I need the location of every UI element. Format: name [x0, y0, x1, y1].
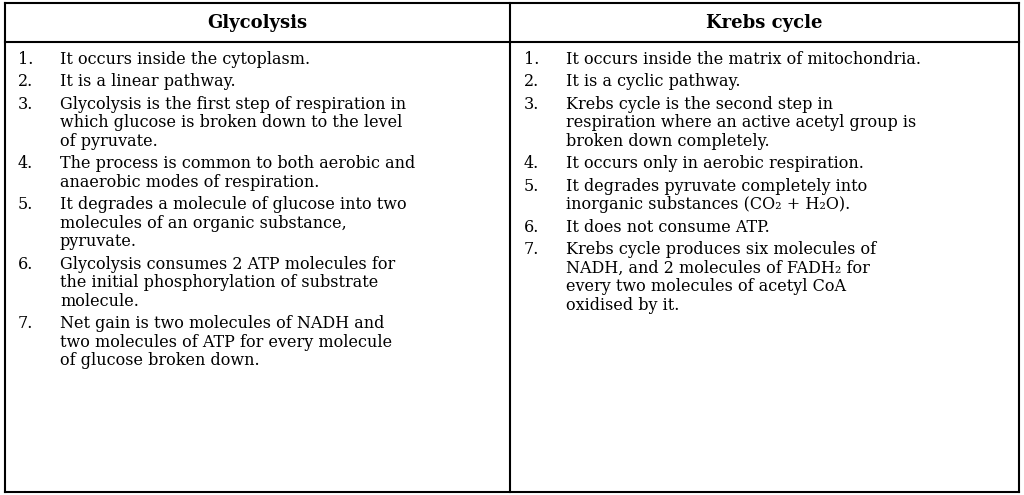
Text: Krebs cycle is the second step in: Krebs cycle is the second step in [566, 96, 833, 113]
Text: 5.: 5. [18, 196, 34, 213]
Text: NADH, and 2 molecules of FADH₂ for: NADH, and 2 molecules of FADH₂ for [566, 260, 869, 277]
Text: 5.: 5. [524, 178, 540, 195]
Text: It occurs inside the matrix of mitochondria.: It occurs inside the matrix of mitochond… [566, 51, 921, 68]
Text: broken down completely.: broken down completely. [566, 133, 770, 150]
Bar [510, 3, 1019, 42]
Text: inorganic substances (CO₂ + H₂O).: inorganic substances (CO₂ + H₂O). [566, 196, 850, 213]
Text: molecule.: molecule. [60, 293, 139, 310]
Text: of pyruvate.: of pyruvate. [60, 133, 158, 150]
Text: the initial phosphorylation of substrate: the initial phosphorylation of substrate [60, 274, 378, 291]
Text: 2.: 2. [18, 73, 33, 90]
Text: anaerobic modes of respiration.: anaerobic modes of respiration. [60, 174, 319, 191]
Text: It degrades a molecule of glucose into two: It degrades a molecule of glucose into t… [60, 196, 407, 213]
Text: 3.: 3. [524, 96, 540, 113]
Text: Glycolysis consumes 2 ATP molecules for: Glycolysis consumes 2 ATP molecules for [60, 256, 395, 273]
Text: 4.: 4. [524, 155, 540, 172]
Text: oxidised by it.: oxidised by it. [566, 297, 679, 314]
Text: which glucose is broken down to the level: which glucose is broken down to the leve… [60, 114, 402, 131]
Text: 3.: 3. [18, 96, 34, 113]
Text: The process is common to both aerobic and: The process is common to both aerobic an… [60, 155, 416, 172]
Text: It does not consume ATP.: It does not consume ATP. [566, 219, 770, 236]
Text: Krebs cycle: Krebs cycle [707, 13, 822, 32]
Text: 7.: 7. [18, 315, 34, 332]
Text: It is a cyclic pathway.: It is a cyclic pathway. [566, 73, 740, 90]
Text: two molecules of ATP for every molecule: two molecules of ATP for every molecule [60, 334, 392, 351]
Text: 6.: 6. [524, 219, 540, 236]
Text: 2.: 2. [524, 73, 540, 90]
Text: pyruvate.: pyruvate. [60, 233, 137, 250]
Text: Glycolysis is the first step of respiration in: Glycolysis is the first step of respirat… [60, 96, 407, 113]
Text: 6.: 6. [18, 256, 34, 273]
Text: It occurs only in aerobic respiration.: It occurs only in aerobic respiration. [566, 155, 864, 172]
Text: 7.: 7. [524, 241, 540, 258]
Text: molecules of an organic substance,: molecules of an organic substance, [60, 215, 347, 232]
Text: It occurs inside the cytoplasm.: It occurs inside the cytoplasm. [60, 51, 310, 68]
Text: of glucose broken down.: of glucose broken down. [60, 352, 260, 369]
Text: 1.: 1. [18, 51, 34, 68]
Text: 4.: 4. [18, 155, 33, 172]
Text: Krebs cycle produces six molecules of: Krebs cycle produces six molecules of [566, 241, 877, 258]
Text: respiration where an active acetyl group is: respiration where an active acetyl group… [566, 114, 916, 131]
Text: 1.: 1. [524, 51, 540, 68]
Text: every two molecules of acetyl CoA: every two molecules of acetyl CoA [566, 278, 846, 295]
Text: Net gain is two molecules of NADH and: Net gain is two molecules of NADH and [60, 315, 384, 332]
Bar [5, 3, 510, 42]
Text: It is a linear pathway.: It is a linear pathway. [60, 73, 236, 90]
Text: Glycolysis: Glycolysis [208, 13, 307, 32]
Text: It degrades pyruvate completely into: It degrades pyruvate completely into [566, 178, 867, 195]
